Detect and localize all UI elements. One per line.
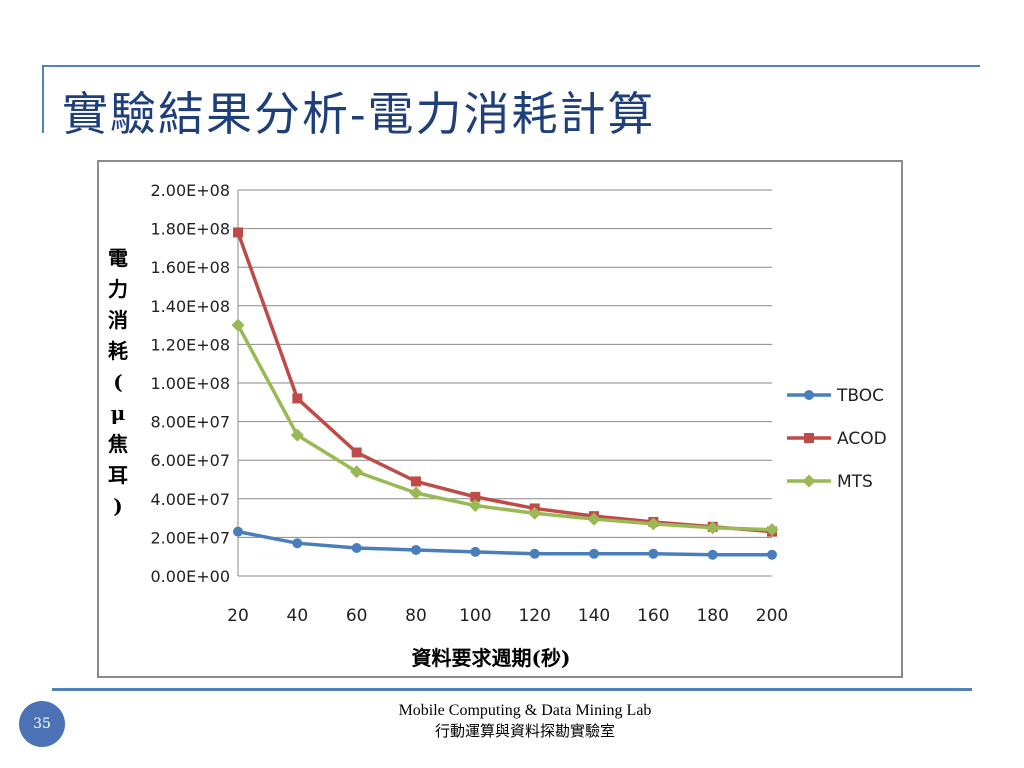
line-chart: 0.00E+00 2.00E+07 4.00E+07 6.00E+07 8.00E+07…: [108, 181, 887, 670]
slide-title: 實驗結果分析-電力消耗計算: [62, 87, 656, 141]
data-point-mts: [468, 499, 482, 513]
data-point-acod: [470, 491, 481, 502]
data-point-mts: [409, 486, 423, 500]
footer: Mobile Computing & Data Mining Lab 行動運算與…: [300, 701, 750, 741]
data-point-acod: [351, 447, 362, 458]
data-point-mts: [290, 428, 304, 442]
legend-label-mts: MTS: [837, 472, 873, 492]
x-tick-label: 80: [405, 606, 427, 626]
y-tick-label: 8.00E+07: [151, 413, 231, 432]
x-axis-title: 資料要求週期(秒): [412, 646, 571, 670]
data-point-tboc: [470, 546, 481, 557]
y-tick-label: 0.00E+00: [151, 567, 231, 586]
data-point-tboc: [648, 548, 659, 559]
chart-frame: 0.00E+00 2.00E+07 4.00E+07 6.00E+07 8.00E+07…: [97, 160, 903, 678]
data-point-acod: [292, 393, 303, 404]
y-tick-label: 1.20E+08: [151, 335, 231, 354]
footer-lab-name: Mobile Computing & Data Mining Lab: [398, 702, 652, 719]
legend-marker-acod: [804, 433, 814, 443]
data-point-acod: [411, 476, 421, 487]
data-point-tboc: [292, 538, 303, 549]
legend-marker-mts: [802, 474, 816, 488]
y-tick-label: 4.00E+07: [151, 490, 231, 509]
series-line-mts: [236, 324, 773, 532]
y-tick-label: 2.00E+08: [151, 181, 231, 200]
x-tick-label: 40: [287, 606, 309, 626]
page-number: 35: [33, 716, 51, 732]
series-line-tboc: [237, 529, 772, 557]
y-tick-label: 1.60E+08: [151, 258, 231, 277]
y-axis-title: 電力消耗(μ 焦耳): [108, 246, 128, 518]
x-tick-label: 200: [756, 606, 788, 626]
x-tick-label: 60: [346, 606, 368, 626]
legend-marker-tboc: [804, 390, 814, 400]
y-tick-label: 2.00E+07: [151, 528, 231, 547]
x-tick-label: 160: [637, 606, 669, 626]
data-point-mts: [765, 523, 779, 537]
y-tick-label: 6.00E+07: [151, 451, 231, 470]
x-tick-label: 180: [696, 606, 728, 626]
data-point-tboc: [707, 549, 718, 560]
data-point-mts: [528, 506, 542, 520]
x-tick-label: 100: [459, 606, 491, 626]
x-tick-label: 120: [518, 606, 550, 626]
footer-rule: [52, 688, 972, 691]
data-point-tboc: [233, 526, 243, 537]
data-point-tboc: [411, 544, 421, 555]
y-tick-label: 1.80E+08: [151, 220, 231, 239]
data-point-mts: [706, 521, 720, 535]
data-point-mts: [231, 318, 245, 332]
data-point-acod: [233, 227, 243, 238]
y-tick-label: 1.00E+08: [151, 374, 231, 393]
x-tick-label: 20: [227, 606, 249, 626]
data-point-tboc: [589, 548, 599, 559]
data-point-mts: [350, 465, 364, 479]
footer-lab-name-chinese: 行動運算與資料探勘實驗室: [434, 722, 615, 740]
title-left-rule: [42, 65, 44, 133]
page-number-badge: 35: [19, 701, 65, 747]
data-point-tboc: [351, 543, 362, 554]
legend-label-acod: ACOD: [837, 429, 887, 449]
data-point-mts: [587, 512, 601, 526]
data-point-tboc: [767, 549, 777, 560]
x-tick-label: 140: [578, 606, 610, 626]
title-top-rule: [42, 65, 980, 67]
y-tick-label: 1.40E+08: [151, 297, 231, 316]
series-line-acod: [236, 231, 773, 534]
data-point-tboc: [529, 548, 540, 559]
legend-label-tboc: TBOC: [836, 386, 884, 406]
data-point-mts: [646, 517, 660, 531]
